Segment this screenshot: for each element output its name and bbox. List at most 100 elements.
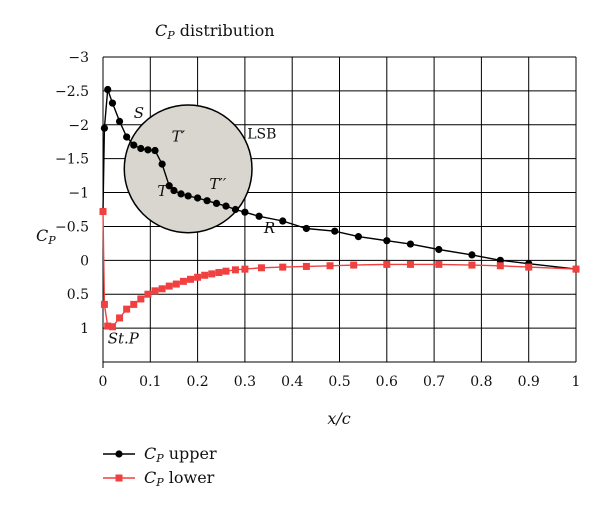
- lsb-circle: [123, 104, 253, 234]
- data-point: [115, 117, 124, 125]
- x-tick-label: 0.8: [470, 374, 492, 390]
- data-point: [406, 240, 415, 248]
- legend-item: CP upper: [103, 444, 217, 465]
- data-point: [241, 265, 249, 273]
- data-point: [165, 182, 173, 190]
- y-axis-title: CP: [36, 226, 56, 247]
- data-point: [100, 300, 108, 308]
- x-axis-title: x/c: [327, 409, 350, 428]
- data-point: [177, 190, 185, 198]
- data-point: [435, 245, 443, 254]
- legend-marker: [115, 474, 123, 482]
- data-point: [194, 273, 202, 281]
- data-point: [104, 322, 112, 330]
- y-tick-label: 0: [80, 253, 89, 269]
- annotation-lsb: LSB: [247, 126, 276, 142]
- legend-item: CP lower: [103, 468, 215, 489]
- y-tick-label: 0.5: [67, 287, 89, 303]
- data-point: [468, 251, 476, 259]
- data-point: [99, 208, 107, 216]
- x-tick-label: 0.3: [234, 374, 256, 390]
- series-cp-lower: [99, 208, 580, 331]
- data-point: [496, 262, 504, 270]
- data-point: [137, 144, 145, 153]
- data-point: [104, 85, 112, 94]
- legend-rest: upper: [164, 444, 217, 463]
- data-point: [383, 237, 391, 245]
- chart-title: CP distribution: [155, 21, 275, 42]
- title-rest: distribution: [175, 21, 275, 40]
- data-point: [350, 261, 358, 269]
- y-tick-label: −0.5: [55, 219, 89, 235]
- data-point: [572, 265, 580, 273]
- data-point: [100, 124, 109, 132]
- x-tick-label: 0.4: [281, 374, 303, 390]
- data-point: [108, 99, 117, 107]
- ylabel-c: C: [36, 226, 48, 245]
- data-point: [331, 227, 339, 235]
- data-point: [326, 262, 334, 270]
- ylabel-p: P: [47, 234, 56, 247]
- data-point: [257, 264, 265, 272]
- data-point: [123, 305, 131, 313]
- y-tick-label: −2.5: [55, 84, 89, 100]
- data-point: [158, 285, 166, 293]
- data-point: [215, 269, 223, 277]
- data-point: [151, 146, 159, 155]
- data-point: [151, 287, 159, 295]
- x-tick-label: 1: [572, 374, 581, 390]
- y-tick-label: −1.5: [55, 152, 89, 168]
- data-point: [172, 280, 180, 288]
- legend-rest: lower: [164, 468, 215, 487]
- data-point: [158, 160, 166, 168]
- legend-c: C: [144, 444, 156, 463]
- x-tick-label: 0.6: [376, 374, 398, 390]
- data-point: [144, 290, 152, 298]
- tick-labels: 0 0.1 0.2 0.3 0.4 0.5 0.6 0.7 0.8 0.9 1 −3 −2.5 −2 −1.…: [55, 50, 580, 390]
- data-point: [231, 266, 239, 274]
- data-point: [222, 267, 230, 275]
- annotation-t: T: [157, 182, 168, 200]
- data-point: [231, 205, 240, 214]
- legend-label: CP lower: [144, 468, 215, 489]
- legend-p: P: [155, 476, 164, 489]
- y-tick-label: −1: [68, 186, 89, 202]
- data-point: [116, 314, 124, 322]
- data-point: [194, 194, 202, 202]
- data-point: [255, 212, 263, 220]
- data-point: [525, 263, 533, 271]
- lsb-bubble: [123, 104, 253, 234]
- x-tick-label: 0.5: [328, 374, 350, 390]
- data-point: [137, 295, 145, 303]
- series-layer: [99, 85, 580, 331]
- annotation-t: T′′: [209, 175, 226, 193]
- data-point: [383, 260, 391, 268]
- annotation-t: T′: [172, 128, 186, 146]
- data-point: [187, 275, 195, 283]
- legend-label: CP upper: [144, 444, 217, 465]
- data-point: [208, 270, 216, 278]
- legend-c: C: [144, 468, 156, 487]
- data-point: [179, 277, 187, 285]
- x-tick-label: 0.7: [423, 374, 445, 390]
- data-point: [406, 260, 414, 268]
- data-point: [302, 224, 310, 233]
- data-point: [212, 199, 221, 207]
- annotation-r: R: [263, 219, 275, 237]
- legend-p: P: [155, 452, 164, 465]
- annotation-stp: St.P: [108, 330, 140, 348]
- title-p: P: [166, 29, 175, 42]
- data-point: [435, 260, 443, 268]
- annotations: S T′ T T′′ LSB R St.P: [108, 104, 277, 348]
- data-point: [302, 262, 310, 270]
- data-point: [201, 271, 209, 279]
- data-point: [222, 202, 230, 210]
- data-point: [130, 141, 138, 149]
- data-point: [130, 300, 138, 308]
- data-point: [279, 217, 287, 225]
- data-point: [241, 208, 249, 216]
- legend-marker: [115, 450, 123, 458]
- data-point: [144, 146, 152, 154]
